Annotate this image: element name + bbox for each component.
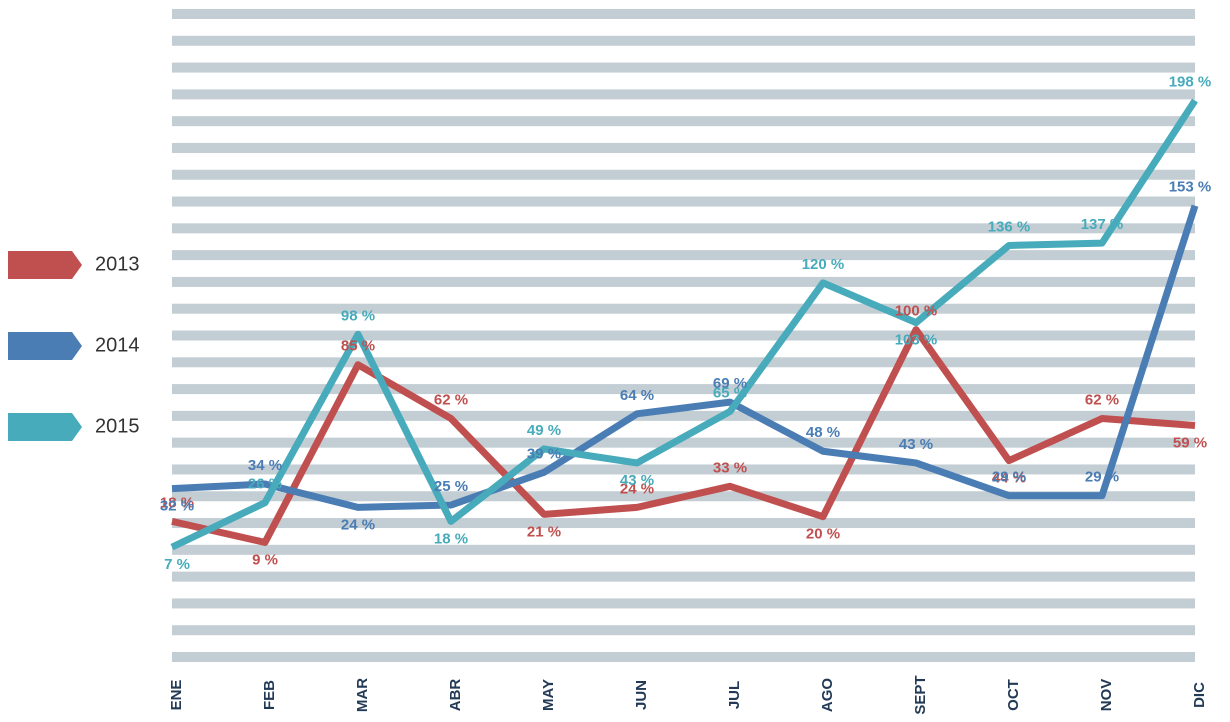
value-label: 39 % xyxy=(527,445,561,462)
stripe xyxy=(172,410,1195,421)
value-label: 65 % xyxy=(713,384,747,401)
value-label: 26 % xyxy=(248,476,282,493)
stripe xyxy=(172,518,1195,529)
value-label: 49 % xyxy=(527,422,561,439)
stripe xyxy=(172,142,1195,153)
stripe xyxy=(172,571,1195,582)
value-label: 103 % xyxy=(895,332,938,349)
stripe xyxy=(172,250,1195,261)
stripe xyxy=(172,384,1195,395)
legend-label: 2015 xyxy=(95,415,140,437)
value-label: 24 % xyxy=(341,516,375,533)
value-label: 44 % xyxy=(992,470,1026,487)
value-label: 18 % xyxy=(434,530,468,547)
stripe xyxy=(172,544,1195,555)
stripe xyxy=(172,9,1195,19)
x-tick-label: NOV xyxy=(1098,679,1115,712)
stripe xyxy=(172,437,1195,448)
stripe xyxy=(172,169,1195,180)
value-label: 69 % xyxy=(713,375,747,392)
stripe xyxy=(172,196,1195,207)
value-label: 18 % xyxy=(160,494,194,511)
value-label: 29 % xyxy=(1085,469,1119,486)
stripe xyxy=(172,625,1195,636)
series-line xyxy=(170,98,1198,551)
stripe xyxy=(172,62,1195,73)
x-tick-label: MAY xyxy=(540,679,557,711)
value-label: 120 % xyxy=(802,256,845,273)
value-label: 34 % xyxy=(248,457,282,474)
value-label: 29 % xyxy=(992,469,1026,486)
x-tick-label: JUN xyxy=(633,680,650,710)
stripe xyxy=(172,464,1195,475)
value-label: 21 % xyxy=(527,523,561,540)
legend-swatch xyxy=(8,413,82,441)
value-label: 59 % xyxy=(1173,434,1207,451)
value-label: 32 % xyxy=(160,498,194,515)
value-label: 25 % xyxy=(434,478,468,495)
value-label: 153 % xyxy=(1169,179,1212,196)
x-tick-label: JUL xyxy=(726,681,743,709)
stripe xyxy=(172,116,1195,127)
legend-swatch xyxy=(8,332,82,360)
x-tick-label: OCT xyxy=(1005,679,1022,711)
x-tick-label: SEPT xyxy=(912,675,929,714)
value-label: 62 % xyxy=(1085,391,1119,408)
stripe xyxy=(172,357,1195,368)
stripe xyxy=(172,276,1195,287)
x-tick-label: FEB xyxy=(261,680,278,710)
value-label: 9 % xyxy=(252,551,278,568)
x-tick-label: MAR xyxy=(354,678,371,712)
value-label: 64 % xyxy=(620,387,654,404)
value-label: 24 % xyxy=(620,480,654,497)
value-label: 98 % xyxy=(341,307,375,324)
x-tick-label: DIC xyxy=(1191,682,1208,708)
stripe xyxy=(172,330,1195,341)
stripe xyxy=(172,303,1195,314)
value-label: 62 % xyxy=(434,391,468,408)
value-label: 48 % xyxy=(806,424,840,441)
x-tick-label: ABR xyxy=(447,679,464,712)
value-label: 43 % xyxy=(620,472,654,489)
x-tick-label: ENE xyxy=(168,680,185,711)
stripe xyxy=(172,652,1195,662)
series-line xyxy=(171,204,1199,511)
value-label: 137 % xyxy=(1081,216,1124,233)
value-label: 136 % xyxy=(988,218,1031,235)
legend-label: 2013 xyxy=(95,253,140,275)
value-label: 43 % xyxy=(899,436,933,453)
stripe xyxy=(172,223,1195,234)
stripe xyxy=(172,598,1195,609)
legend-label: 2014 xyxy=(95,334,140,356)
stripe xyxy=(172,35,1195,46)
x-tick-label: AGO xyxy=(819,678,836,713)
value-label: 7 % xyxy=(164,556,190,573)
legend-swatch xyxy=(8,251,82,279)
value-label: 85 % xyxy=(341,338,375,355)
stripe xyxy=(172,89,1195,100)
value-label: 33 % xyxy=(713,459,747,476)
value-label: 100 % xyxy=(895,303,938,320)
series-line xyxy=(171,326,1196,546)
value-label: 20 % xyxy=(806,526,840,543)
value-label: 198 % xyxy=(1169,73,1212,90)
